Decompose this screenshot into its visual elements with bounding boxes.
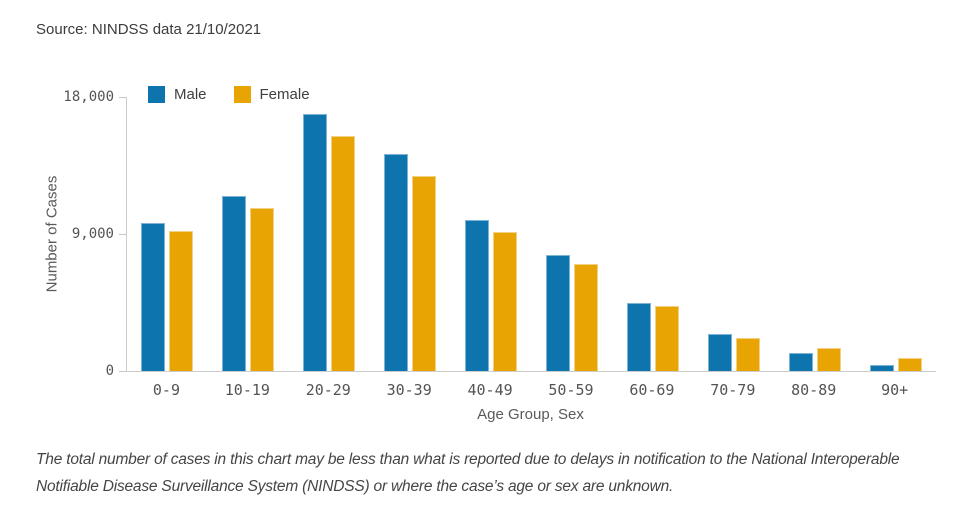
x-category-label: 40-49 (467, 381, 513, 399)
x-category-label: 20-29 (305, 381, 351, 399)
bar-male-20-29[interactable] (303, 113, 328, 371)
bar-male-70-79[interactable] (707, 334, 732, 371)
x-category-label: 60-69 (629, 381, 675, 399)
legend-item-male[interactable]: Male (148, 86, 207, 103)
plot-area (126, 97, 936, 372)
legend-item-female[interactable]: Female (233, 86, 310, 103)
bar-male-40-49[interactable] (465, 220, 490, 371)
y-tick-mark (119, 370, 126, 372)
bar-group-40-49 (451, 97, 532, 371)
bar-group-90+ (855, 97, 936, 371)
bar-female-90+[interactable] (897, 358, 922, 371)
y-tick: 0 (106, 363, 126, 379)
footnote: The total number of cases in this chart … (36, 451, 900, 495)
bar-group-50-59 (532, 97, 613, 371)
bar-group-30-39 (370, 97, 451, 371)
y-tick-mark (119, 96, 126, 98)
bar-male-90+[interactable] (869, 365, 894, 371)
x-category-label: 10-19 (224, 381, 270, 399)
y-tick-label: 9,000 (71, 226, 114, 242)
bar-female-30-39[interactable] (412, 176, 437, 371)
x-category-label: 0-9 (152, 381, 180, 399)
source-caption: Source: NINDSS data 21/10/2021 (36, 21, 262, 38)
y-tick: 9,000 (72, 226, 126, 242)
bar-group-10-19 (208, 97, 289, 371)
x-axis-title: Age Group, Sex (477, 406, 584, 423)
bar-female-60-69[interactable] (654, 306, 679, 371)
bar-male-10-19[interactable] (222, 195, 247, 371)
bar-group-70-79 (693, 97, 774, 371)
bar-male-50-59[interactable] (545, 254, 570, 371)
x-category-label: 90+ (881, 381, 909, 399)
bar-female-70-79[interactable] (735, 337, 760, 371)
x-category-label: 50-59 (548, 381, 594, 399)
bar-group-80-89 (774, 97, 855, 371)
legend-label: Female (259, 86, 310, 103)
bar-group-60-69 (612, 97, 693, 371)
legend-label: Male (174, 86, 207, 103)
y-tick-label: 0 (105, 363, 114, 379)
bar-male-0-9[interactable] (141, 223, 166, 371)
y-tick-label: 18,000 (63, 89, 114, 105)
bar-female-50-59[interactable] (573, 263, 598, 371)
x-category-label: 80-89 (791, 381, 837, 399)
bar-group-0-9 (127, 97, 208, 371)
legend-swatch-male (148, 86, 165, 103)
x-axis-labels: 0-9 10-19 20-29 30-39 40-49 50-59 60-69 70-79 80… (126, 381, 935, 399)
bar-group-20-29 (289, 97, 370, 371)
x-category-label: 70-79 (710, 381, 756, 399)
bar-male-80-89[interactable] (788, 352, 813, 371)
y-tick: 18,000 (63, 89, 126, 105)
bar-female-20-29[interactable] (331, 135, 356, 371)
x-category-label: 30-39 (386, 381, 432, 399)
chart-legend: Male Female (148, 86, 310, 103)
y-tick-mark (119, 233, 126, 235)
legend-swatch-female (233, 86, 251, 103)
bar-female-80-89[interactable] (816, 348, 841, 371)
y-axis-ticks: 18,000 9,000 0 (0, 89, 126, 379)
bar-male-30-39[interactable] (384, 154, 409, 371)
bar-female-40-49[interactable] (493, 232, 518, 371)
bar-male-60-69[interactable] (626, 302, 651, 371)
bar-female-10-19[interactable] (250, 208, 275, 371)
bar-female-0-9[interactable] (169, 230, 194, 371)
